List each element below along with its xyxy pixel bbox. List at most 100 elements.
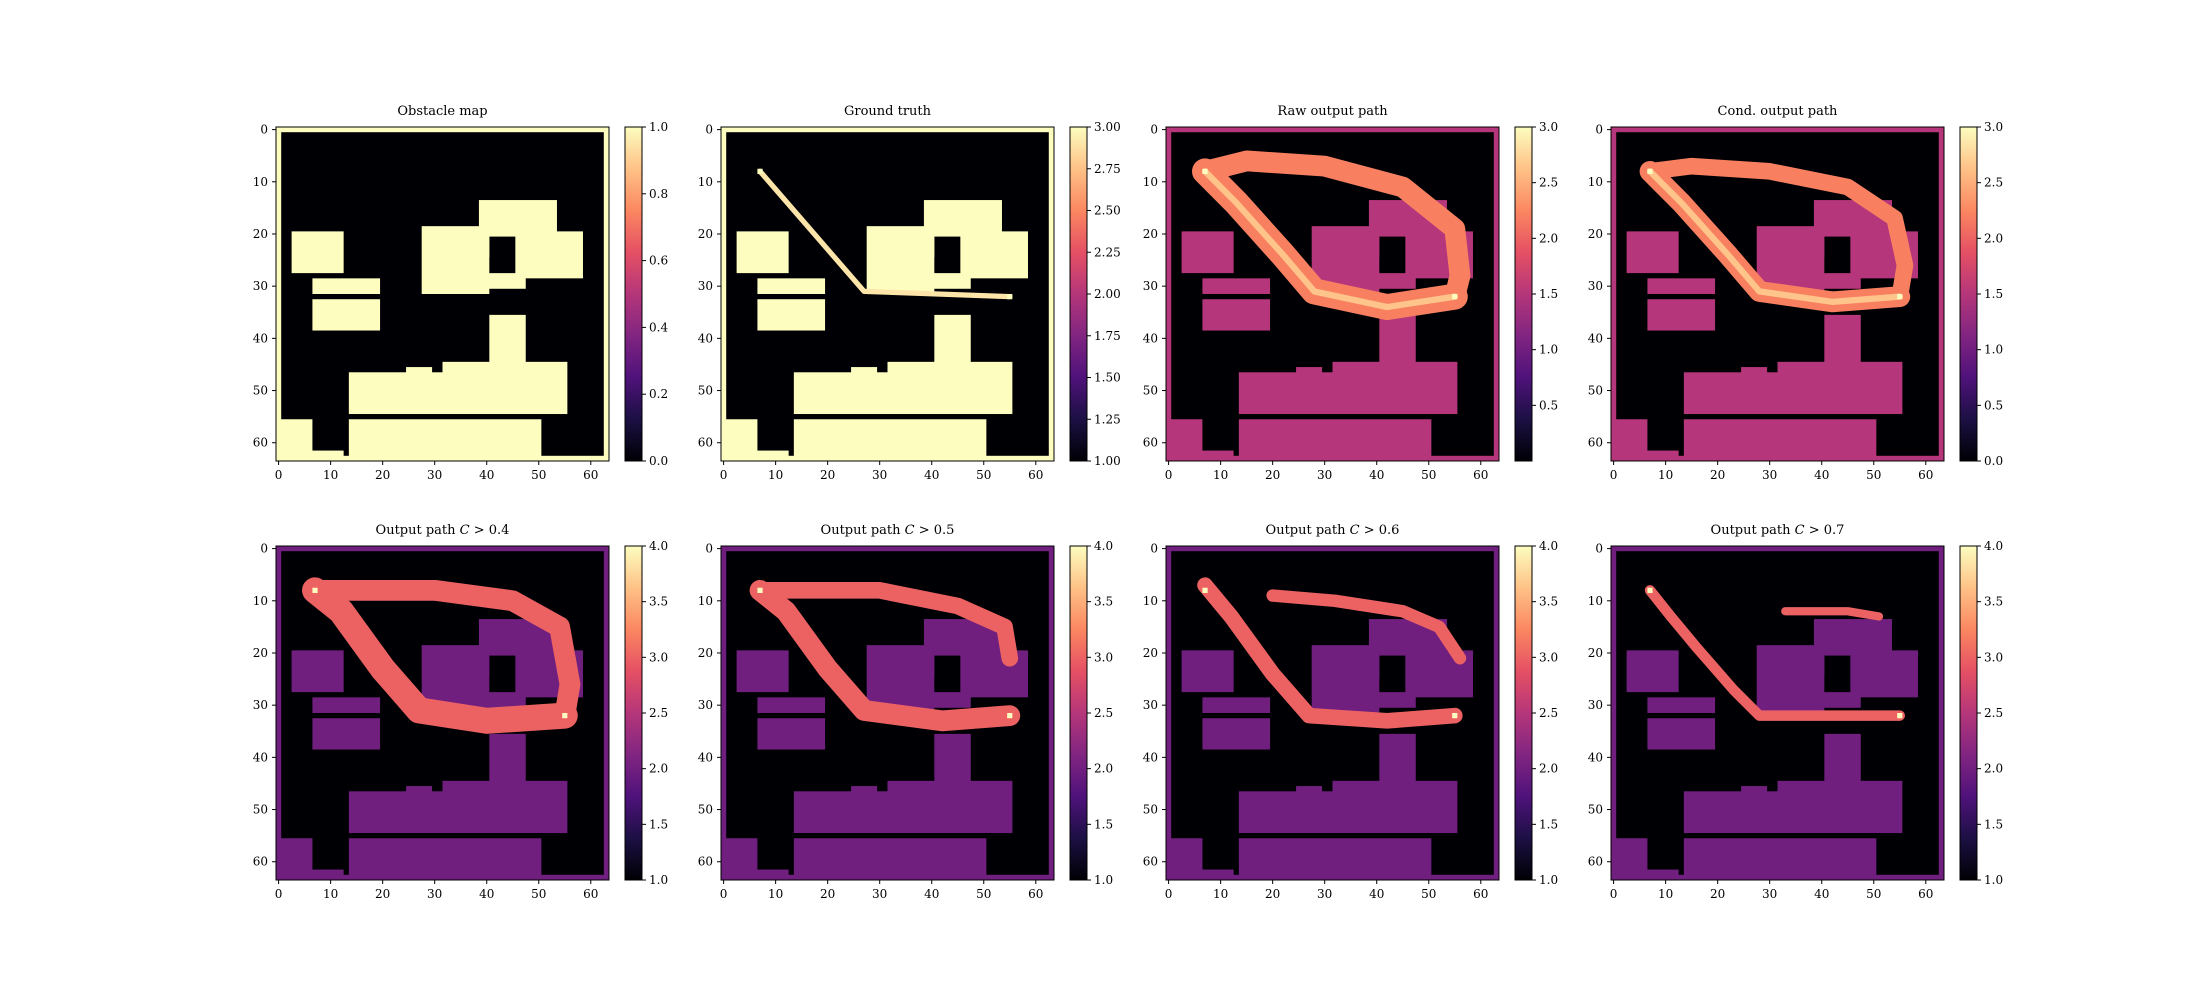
goal-marker (1897, 294, 1903, 300)
y-tick-label: 0 (260, 542, 268, 556)
obstacle-block (1202, 278, 1271, 294)
y-tick-label: 10 (1588, 175, 1603, 189)
obstacle-block (721, 838, 758, 880)
y-tick-label: 40 (698, 331, 713, 345)
obstacle-block (489, 314, 526, 368)
obstacle-block (1202, 718, 1271, 750)
y-tick-label: 0 (260, 123, 268, 137)
obstacle-block (312, 718, 381, 750)
obstacle-block (1626, 231, 1679, 274)
obstacle-block (929, 273, 971, 289)
x-tick-label: 40 (479, 887, 494, 901)
obstacle-block (1202, 697, 1271, 713)
obstacle-block (1332, 838, 1432, 880)
obstacle-block (1238, 838, 1333, 880)
y-tick-label: 0 (1595, 542, 1603, 556)
path-main (749, 579, 1021, 732)
x-tick-label: 60 (1473, 468, 1488, 482)
obstacle-block (348, 838, 443, 880)
y-tick-label: 40 (253, 750, 268, 764)
x-tick-label: 50 (531, 887, 546, 901)
x-tick-label: 10 (768, 887, 783, 901)
colorbar-tick-label: 1.25 (1094, 412, 1121, 426)
obstacle-block (1683, 419, 1778, 461)
colorbar-tick-label: 0.5 (1539, 398, 1558, 412)
colorbar-tick-label: 3.0 (1984, 650, 2003, 664)
x-tick-label: 50 (976, 468, 991, 482)
y-tick-label: 40 (1143, 750, 1158, 764)
y-tick-label: 10 (253, 594, 268, 608)
x-tick-label: 30 (1762, 468, 1777, 482)
subplot-title: Output path C > 0.6 (1266, 523, 1400, 538)
x-tick-label: 60 (1028, 468, 1043, 482)
obstacle-block (442, 361, 568, 415)
colorbar-tick-label: 2.5 (1984, 706, 2003, 720)
obstacle-block (276, 419, 313, 461)
y-tick-label: 40 (1588, 750, 1603, 764)
obstacle-block (752, 450, 789, 461)
obstacle-block (887, 419, 987, 461)
obstacle-block (1238, 419, 1333, 461)
colorbar-tick-label: 0.5 (1984, 398, 2003, 412)
path-peak (1201, 168, 1458, 311)
y-tick-label: 0 (705, 542, 713, 556)
obstacle-block (1819, 692, 1861, 708)
y-tick-label: 60 (253, 436, 268, 450)
start-marker (312, 587, 318, 593)
x-tick-label: 0 (1165, 887, 1173, 901)
obstacle-block (1777, 361, 1903, 415)
colorbar-tick-label: 1.5 (1094, 817, 1113, 831)
x-tick-label: 30 (427, 887, 442, 901)
colorbar-tick-label: 3.5 (1094, 595, 1113, 609)
colorbar-tick-label: 4.0 (649, 539, 668, 553)
subplot-7: Output path C > 0.7 0 10 20 30 40 50 60 0 10 20 30 4… (1588, 523, 2003, 901)
colorbar-tick-label: 2.5 (1539, 706, 1558, 720)
x-tick-label: 0 (720, 887, 728, 901)
obstacle-block (923, 650, 935, 677)
x-tick-label: 40 (924, 468, 939, 482)
obstacle-block (1368, 650, 1380, 677)
obstacle-block (1642, 869, 1679, 880)
obstacle-block (923, 200, 1002, 237)
colorbar-tick-label: 0.4 (649, 320, 668, 334)
colorbar-tick-label: 2.0 (1984, 231, 2003, 245)
obstacle-block (1647, 278, 1716, 294)
y-tick-label: 20 (1143, 646, 1158, 660)
x-tick-label: 0 (275, 468, 283, 482)
obstacle-block (442, 838, 542, 880)
obstacle-block (1813, 650, 1825, 677)
axes-frame (1610, 126, 1945, 462)
y-tick-label: 10 (1143, 594, 1158, 608)
obstacle-block (1741, 367, 1768, 378)
obstacle-block (757, 278, 826, 294)
obstacle-block (1813, 619, 1892, 656)
y-tick-label: 50 (253, 803, 268, 817)
obstacle-block (1379, 314, 1416, 368)
y-tick-label: 50 (1143, 384, 1158, 398)
colorbar-tick-label: 1.0 (1094, 873, 1113, 887)
x-tick-label: 60 (1473, 887, 1488, 901)
y-tick-label: 50 (698, 803, 713, 817)
colorbar-tick-label: 2.5 (1094, 706, 1113, 720)
obstacle-block (1368, 231, 1380, 258)
y-tick-label: 60 (1143, 436, 1158, 450)
y-tick-label: 30 (1143, 279, 1158, 293)
colorbar-tick-label: 0.0 (1984, 454, 2003, 468)
obstacle-block (887, 361, 1013, 415)
obstacle-block (421, 226, 490, 294)
path-upper-branch (304, 579, 581, 727)
axes-frame (1165, 545, 1500, 881)
path-upper-branch (1781, 607, 1884, 621)
obstacle-block (757, 299, 826, 331)
subplot-title: Raw output path (1277, 104, 1388, 119)
start-marker (1202, 168, 1208, 174)
subplot-6: Output path C > 0.6 0 10 20 30 40 50 60 0 10 20 30 4… (1143, 523, 1558, 901)
obstacle-block (484, 273, 526, 289)
axes-frame (720, 126, 1055, 462)
obstacle-block (757, 697, 826, 713)
x-tick-label: 30 (427, 468, 442, 482)
colorbar-tick-label: 3.0 (1539, 650, 1558, 664)
colorbar-tick-label: 2.0 (649, 762, 668, 776)
y-tick-label: 30 (1143, 698, 1158, 712)
